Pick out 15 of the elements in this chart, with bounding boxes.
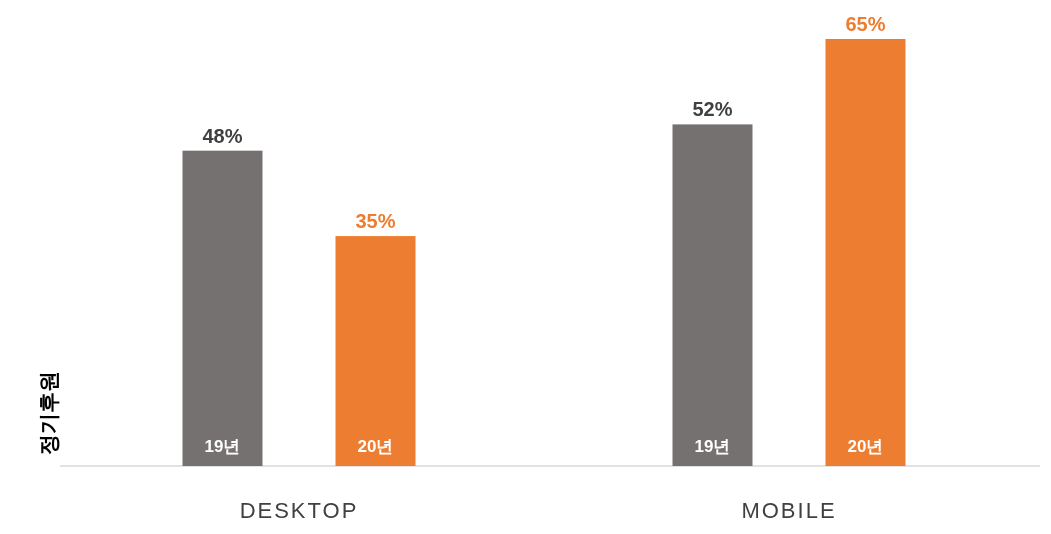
data-label: 52% [692, 98, 733, 121]
text: 20년 [847, 437, 884, 456]
text: 19년 [694, 437, 731, 456]
y-axis-title: 정기후원 [37, 371, 60, 455]
x-tick-label: MOBILE [741, 498, 837, 523]
bar [672, 124, 753, 466]
x-tick-label: DESKTOP [239, 498, 359, 523]
bar [335, 236, 416, 466]
data-label: 35% [355, 210, 396, 233]
bar [182, 150, 263, 466]
bar [825, 39, 906, 466]
data-label: 65% [845, 13, 886, 35]
data-label: 48% [202, 124, 243, 147]
series-label: 19년 [204, 437, 241, 456]
series-label: 20년 [357, 437, 394, 456]
